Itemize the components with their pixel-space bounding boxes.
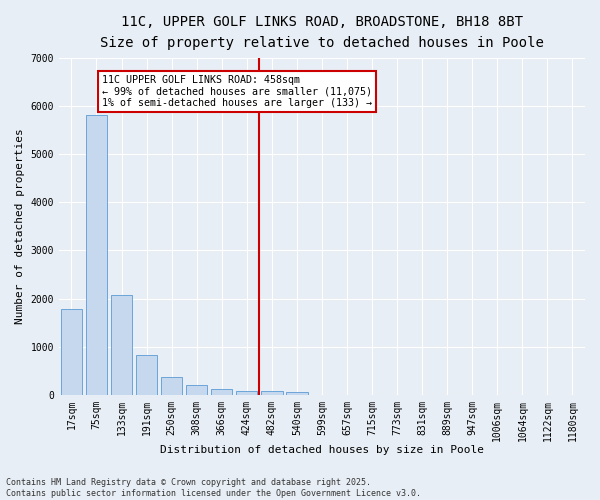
Bar	[161, 377, 182, 395]
Bar	[236, 390, 257, 395]
Bar	[111, 294, 132, 395]
Bar	[136, 356, 157, 395]
Title: 11C, UPPER GOLF LINKS ROAD, BROADSTONE, BH18 8BT
Size of property relative to de: 11C, UPPER GOLF LINKS ROAD, BROADSTONE, …	[100, 15, 544, 50]
Bar	[186, 384, 208, 395]
Bar	[61, 309, 82, 395]
Bar	[86, 114, 107, 395]
Text: 11C UPPER GOLF LINKS ROAD: 458sqm
← 99% of detached houses are smaller (11,075)
: 11C UPPER GOLF LINKS ROAD: 458sqm ← 99% …	[101, 74, 371, 108]
X-axis label: Distribution of detached houses by size in Poole: Distribution of detached houses by size …	[160, 445, 484, 455]
Bar	[261, 392, 283, 395]
Y-axis label: Number of detached properties: Number of detached properties	[15, 128, 25, 324]
Bar	[286, 392, 308, 395]
Text: Contains HM Land Registry data © Crown copyright and database right 2025.
Contai: Contains HM Land Registry data © Crown c…	[6, 478, 421, 498]
Bar	[211, 389, 232, 395]
